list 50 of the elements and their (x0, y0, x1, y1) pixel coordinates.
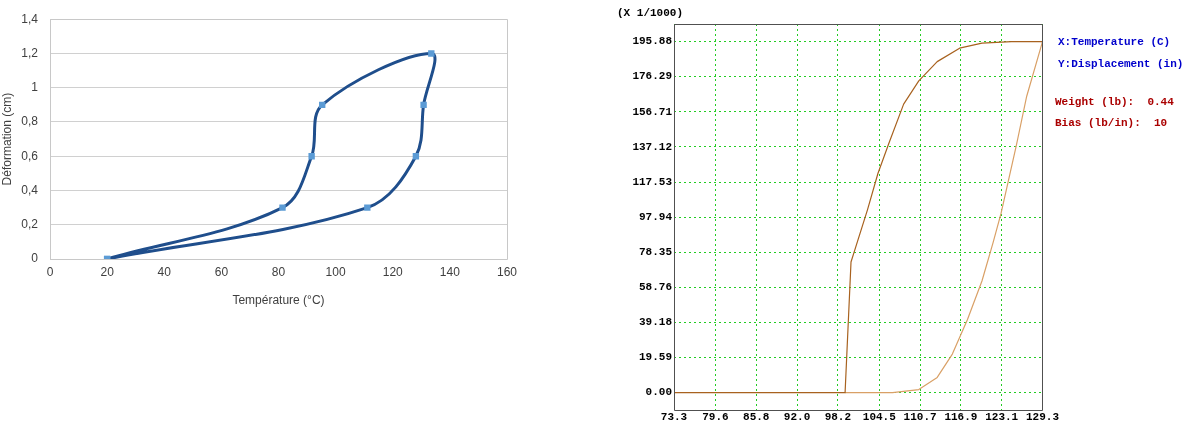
x-tick-label: 20 (100, 264, 115, 279)
x-tick-label: 120 (382, 264, 404, 279)
point (420, 101, 427, 109)
y-tick-label: 137.12 (632, 140, 672, 153)
y-axis-title: Y:Displacement (in) (1058, 58, 1184, 70)
y-tick-label: 0,4 (21, 182, 39, 197)
point (364, 204, 371, 211)
x-tick-label: 104.5 (862, 411, 897, 423)
x-tick-label: 98.2 (824, 411, 852, 423)
y-tick-label: 19.59 (638, 351, 672, 364)
x-tick-label: 160 (496, 264, 518, 279)
y-tick-label: 0.00 (645, 386, 672, 399)
y-tick-label: 0,2 (21, 217, 39, 232)
y-tick-label: 1 (31, 80, 39, 95)
y-tick-label: 39.18 (638, 316, 673, 329)
x-tick-label: 123.1 (985, 411, 1019, 423)
x-tick-label: 79.6 (702, 411, 729, 423)
x-tick-label: 73.3 (660, 411, 688, 423)
x-tick-label: 140 (439, 264, 461, 279)
y-tick-label: 156.71 (632, 105, 673, 118)
x-tick-label: 85.8 (743, 411, 770, 423)
point (279, 204, 286, 211)
y-tick-label: 78.35 (638, 245, 673, 258)
x-tick-label: 60 (214, 264, 229, 279)
x-tick-label: 92.0 (783, 411, 811, 423)
y-tick-label: 195.88 (632, 35, 673, 48)
x-tick-label: 0 (46, 264, 54, 279)
y-tick-label: 97.94 (638, 210, 673, 223)
y-axis-title: Déformation (cm) (0, 92, 14, 186)
x-axis-title: X:Temperature (C) (1058, 36, 1171, 48)
y-tick-label: 0,8 (21, 114, 39, 129)
x-axis-title: Température (°C) (232, 293, 325, 308)
text: Weight (lb): 0.44 (1055, 96, 1174, 108)
point (428, 50, 435, 57)
x-tick-label: 116.9 (944, 411, 978, 423)
x-tick-label: 129.3 (1025, 411, 1060, 423)
y-tick-label: 1,4 (21, 11, 39, 26)
y-tick-label: 176.29 (632, 70, 672, 83)
y-tick-label: 0,6 (21, 148, 39, 163)
text: (X 1/1000) (617, 7, 684, 19)
x-tick-label: 110.7 (903, 411, 937, 423)
y-tick-label: 58.76 (638, 281, 672, 294)
y-tick-label: 1,2 (21, 45, 39, 60)
x-tick-label: 40 (157, 264, 172, 279)
y-tick-label: 0 (31, 251, 39, 266)
y-tick-label: 117.53 (632, 175, 673, 188)
x-tick-label: 100 (325, 264, 346, 279)
point (308, 153, 315, 160)
x-tick-label: 80 (271, 264, 286, 279)
text: Bias (lb/in): 10 (1055, 117, 1168, 129)
